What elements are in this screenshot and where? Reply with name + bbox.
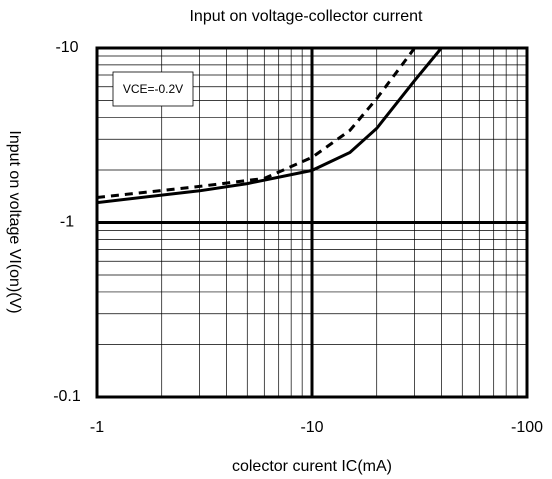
x-axis-label: colector curent IC(mA) [232,458,392,475]
x-tick-label: -100 [511,419,543,436]
y-axis-label: Input on voltage VI(on)(V) [6,130,23,313]
y-tick-label: -0.1 [53,388,81,405]
x-tick-label: -1 [90,419,104,436]
y-tick-label: -1 [60,214,74,231]
series-line [97,48,416,199]
x-tick-label: -10 [300,419,323,436]
y-tick-label: -10 [55,39,78,56]
series-line [97,48,443,205]
annotation: VCE=-0.2V [123,82,183,96]
chart-title: Input on voltage-collector current [189,8,423,25]
plot-frame [95,46,529,399]
annotation-box [112,71,194,107]
